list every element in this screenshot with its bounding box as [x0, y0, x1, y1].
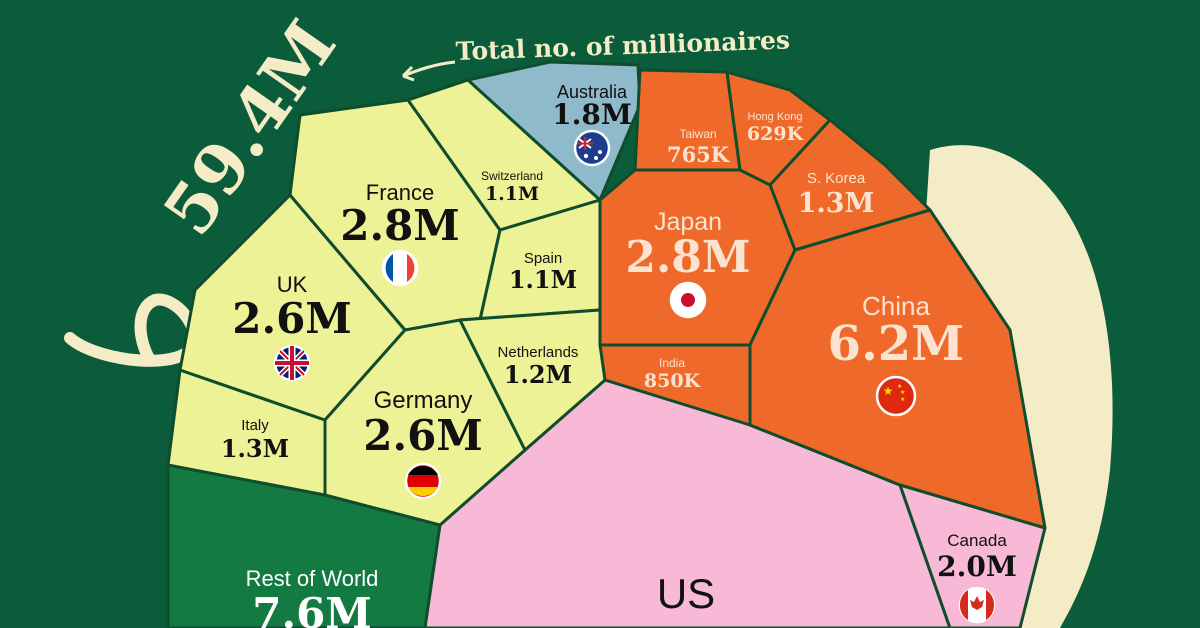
label-spain-name: Spain — [524, 250, 562, 267]
label-rest-of-world-value: 7.6M — [252, 589, 372, 628]
label-australia-name: Australia — [557, 82, 628, 102]
label-taiwan-value: 765K — [667, 142, 730, 167]
label-japan-name: Japan — [654, 208, 722, 236]
label-canada-value: 2.0M — [937, 550, 1017, 583]
label-hong-kong-name: Hong Kong — [747, 111, 802, 123]
label-switzerland-value: 1.1M — [485, 183, 539, 205]
svg-text:★: ★ — [897, 383, 902, 390]
label-hong-kong-value: 629K — [747, 123, 805, 145]
cell-labels: Australia 1.8M Taiwan 765K Hong Kong 629… — [221, 82, 1017, 628]
decor-swirl — [64, 293, 200, 367]
cell-canada — [898, 483, 1047, 628]
label-spain-value: 1.1M — [509, 265, 577, 294]
canada-flag — [958, 586, 996, 624]
label-rest-of-world-name: Rest of World — [246, 566, 379, 591]
label-japan-value: 2.8M — [625, 232, 750, 283]
svg-text:★: ★ — [900, 396, 905, 403]
label-uk-value: 2.6M — [232, 294, 352, 343]
svg-text:★: ★ — [883, 384, 894, 398]
label-germany-name: Germany — [374, 387, 473, 414]
svg-text:★: ★ — [900, 389, 905, 396]
japan-flag — [669, 281, 707, 319]
label-italy-name: Italy — [241, 417, 269, 434]
label-s-korea-value: 1.3M — [798, 188, 875, 219]
label-india-name: India — [659, 356, 685, 370]
label-china-name: China — [862, 291, 930, 321]
label-australia-value: 1.8M — [552, 98, 632, 131]
cells-group — [166, 60, 1047, 628]
china-flag: ★ ★ ★ ★ — [875, 375, 917, 417]
label-s-korea-name: S. Korea — [807, 170, 866, 187]
label-germany-value: 2.6M — [363, 411, 483, 460]
label-france-value: 2.8M — [340, 201, 460, 250]
label-netherlands-name: Netherlands — [498, 344, 579, 361]
france-flag — [381, 249, 419, 287]
label-uk-name: UK — [277, 272, 308, 297]
cell-india — [598, 343, 752, 427]
australia-flag — [573, 129, 611, 167]
label-canada-name: Canada — [947, 531, 1007, 550]
uk-flag — [273, 344, 311, 382]
total-label: Total no. of millionaires — [455, 25, 790, 66]
label-netherlands-value: 1.2M — [504, 360, 572, 389]
label-france-name: France — [366, 180, 434, 205]
label-taiwan-name: Taiwan — [679, 127, 716, 141]
germany-flag — [404, 462, 442, 500]
label-italy-value: 1.3M — [221, 434, 289, 463]
label-switzerland-name: Switzerland — [481, 169, 543, 183]
label-us-name: US — [657, 570, 715, 617]
label-india-value: 850K — [644, 370, 702, 392]
label-china-value: 6.2M — [828, 316, 965, 372]
total-arrow-icon — [401, 60, 456, 82]
